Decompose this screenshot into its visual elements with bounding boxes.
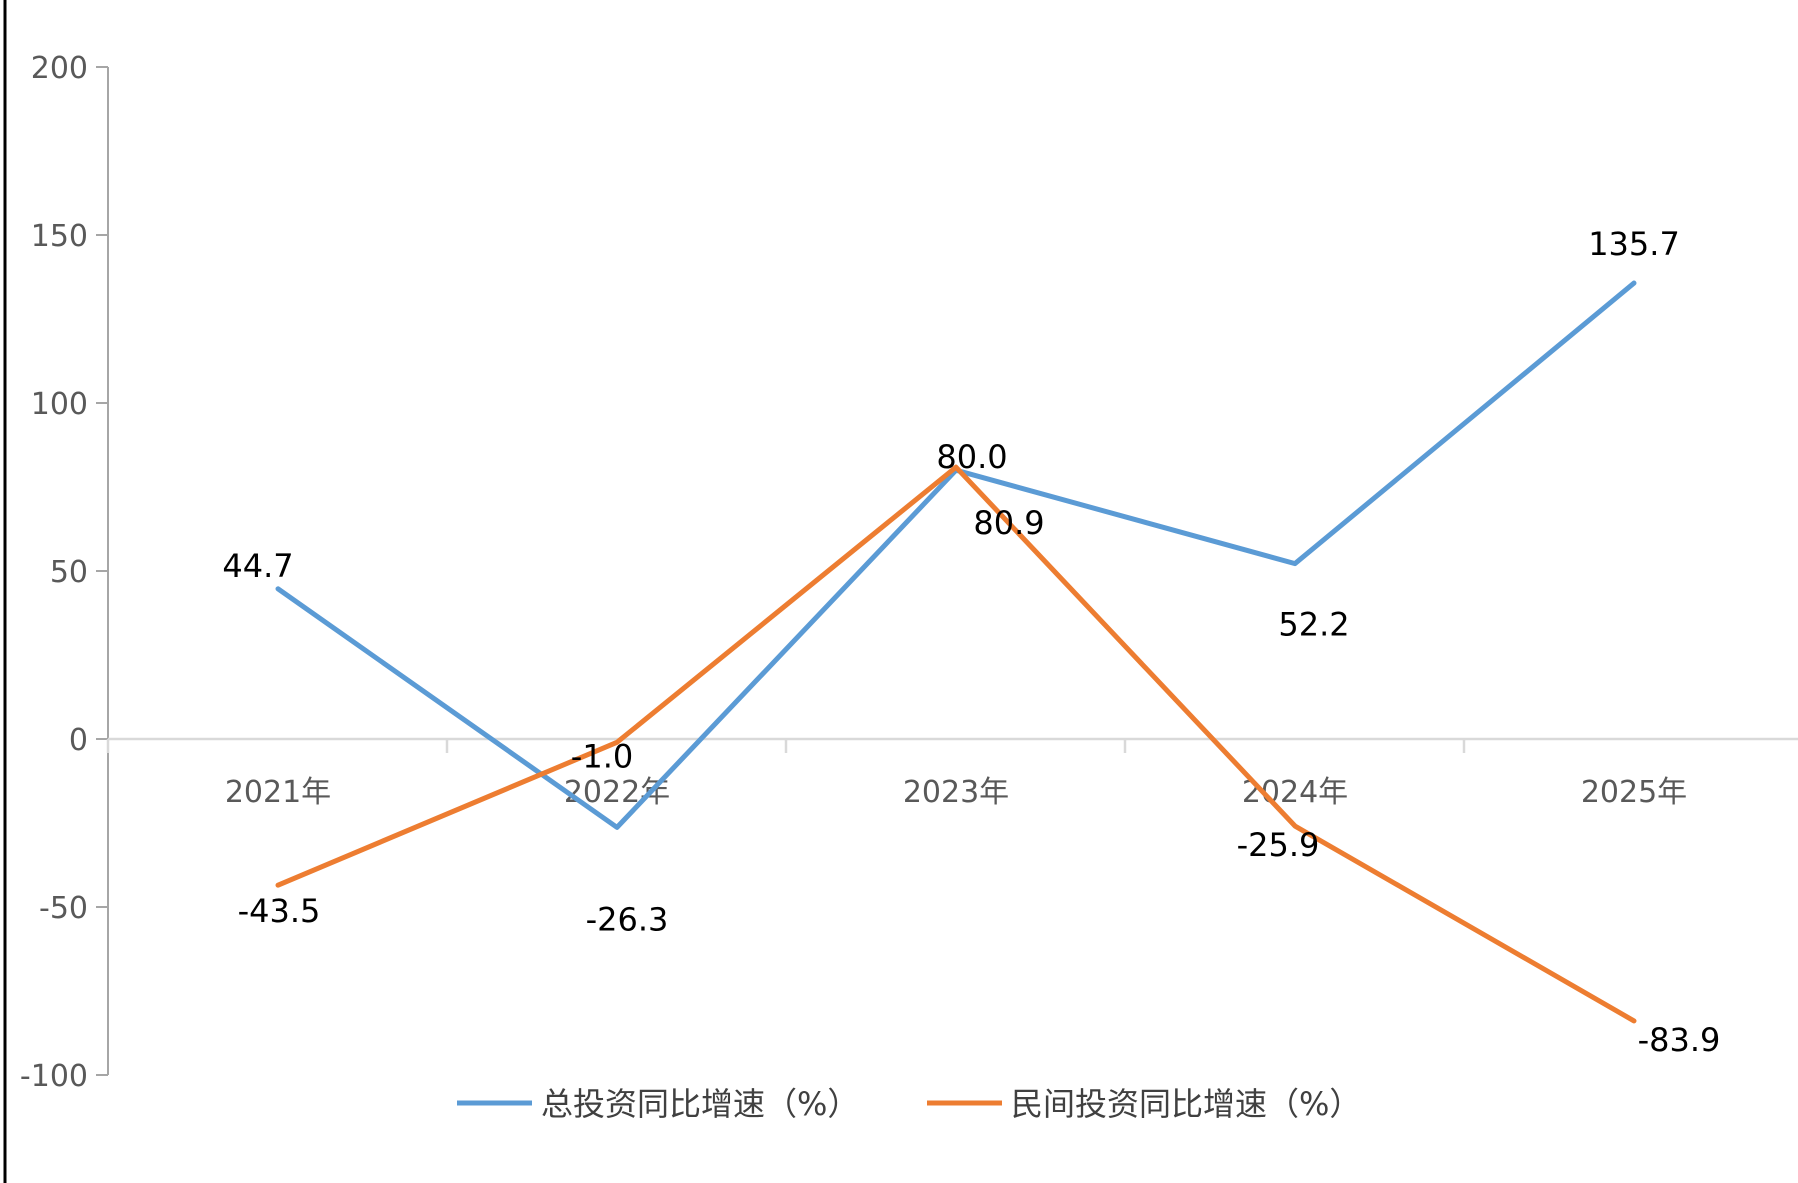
legend-label: 总投资同比增速（%） [541,1085,859,1123]
y-tick-label: -50 [39,891,88,926]
series-group [275,280,1637,1024]
y-tick-label: 150 [31,219,88,254]
data-label: -43.5 [238,892,321,930]
data-label: -26.3 [586,900,669,938]
y-tick-label: 100 [31,387,88,422]
y-tick-label: 200 [31,51,88,86]
data-label: 80.9 [973,504,1044,542]
data-label: -83.9 [1638,1021,1721,1059]
y-tick-label: 0 [69,723,88,758]
y-tick-label: -100 [20,1059,88,1094]
legend: 总投资同比增速（%） 民间投资同比增速（%） [457,1085,1361,1123]
x-tick-label: 2024年 [1242,775,1348,810]
x-tick-label: 2025年 [1581,775,1687,810]
data-label: 52.2 [1278,606,1349,644]
y-tick-label: 50 [50,555,88,590]
data-label: -25.9 [1237,826,1320,864]
series-line-2 [275,464,1637,1024]
data-label: 80.0 [936,438,1007,476]
data-label: -1.0 [571,737,633,775]
x-tick-label: 2021年 [225,775,331,810]
series-line-1 [275,280,1637,830]
legend-label: 民间投资同比增速（%） [1011,1085,1361,1123]
axes: 200 150 100 50 0 -50 -100 2021年 2022年 2023年 2024年 2… [20,51,1798,1094]
data-labels: 44.7 -26.3 80.0 52.2 135.7 -43.5 -1.0 80.9 -25.9… [222,225,1720,1059]
data-label: 135.7 [1588,225,1680,263]
x-tick-label: 2022年 [564,775,670,810]
data-label: 44.7 [222,547,293,585]
x-tick-label: 2023年 [903,775,1009,810]
